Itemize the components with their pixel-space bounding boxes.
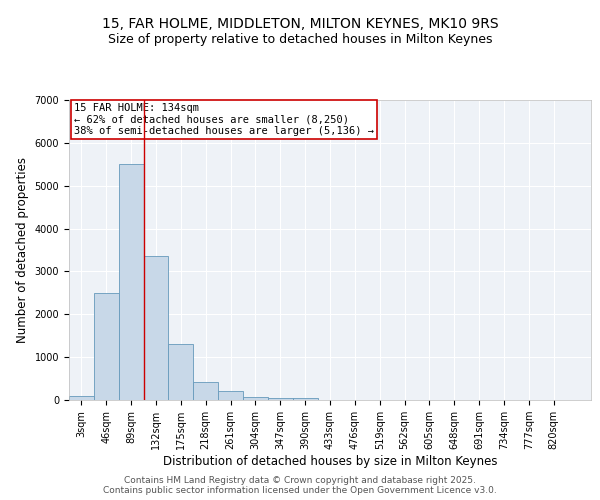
Bar	[268, 398, 293, 400]
Text: Size of property relative to detached houses in Milton Keynes: Size of property relative to detached ho…	[108, 32, 492, 46]
X-axis label: Distribution of detached houses by size in Milton Keynes: Distribution of detached houses by size …	[163, 455, 497, 468]
Bar	[293, 398, 317, 400]
Bar	[169, 344, 193, 400]
Text: 15 FAR HOLME: 134sqm
← 62% of detached houses are smaller (8,250)
38% of semi-de: 15 FAR HOLME: 134sqm ← 62% of detached h…	[74, 103, 374, 136]
Bar	[218, 392, 243, 400]
Bar	[193, 382, 218, 400]
Bar	[94, 293, 119, 400]
Bar	[119, 164, 143, 400]
Y-axis label: Number of detached properties: Number of detached properties	[16, 157, 29, 343]
Bar	[69, 396, 94, 400]
Bar	[143, 256, 169, 400]
Bar	[243, 396, 268, 400]
Text: Contains HM Land Registry data © Crown copyright and database right 2025.: Contains HM Land Registry data © Crown c…	[124, 476, 476, 485]
Text: 15, FAR HOLME, MIDDLETON, MILTON KEYNES, MK10 9RS: 15, FAR HOLME, MIDDLETON, MILTON KEYNES,…	[101, 18, 499, 32]
Text: Contains public sector information licensed under the Open Government Licence v3: Contains public sector information licen…	[103, 486, 497, 495]
